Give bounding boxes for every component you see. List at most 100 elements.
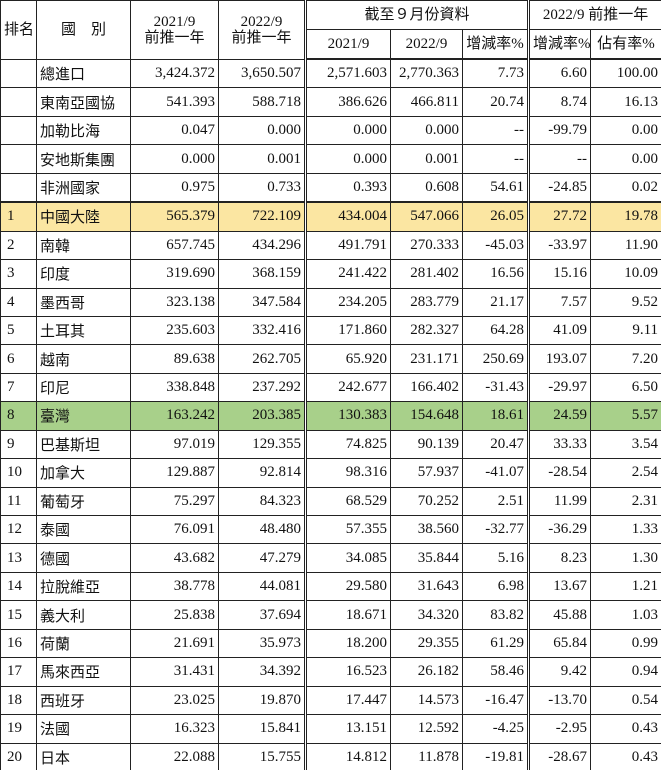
country: 南韓 [36,230,131,261]
table-row: 加勒比海 0.047 0.000 0.000 0.000 -- -99.79 0.00 [0,115,661,146]
table-body: 總進口 3,424.372 3,650.507 2,571.603 2,770.363 7… [0,58,661,770]
value: 17.447 [304,685,391,716]
value: 14.573 [390,685,463,716]
value: 235.603 [130,315,219,346]
value: 92.814 [218,458,306,488]
value: 0.02 [590,172,661,204]
value: 5.57 [590,401,661,431]
country: 日本 [36,742,131,770]
value: 0.43 [590,742,661,770]
value: 234.205 [304,287,391,317]
value: 10.09 [590,259,661,289]
value: 0.608 [390,172,463,204]
value: 35.844 [390,543,463,573]
value: 0.43 [590,714,661,744]
header-group: 2022/9 前推一年 [527,0,661,30]
rank: 3 [0,259,37,289]
value: 24.59 [527,401,592,431]
value: 466.811 [390,87,463,117]
country: 馬來西亞 [36,657,131,687]
value: -33.97 [527,230,592,261]
value: 1.21 [590,571,661,602]
table-row: 2 南韓 657.745 434.296 491.791 270.333 -45.03 -33… [0,230,661,261]
value: 16.323 [130,714,219,744]
rank [0,87,37,117]
table-row: 8 臺灣 163.242 203.385 130.383 154.648 18.61 24.5… [0,401,661,431]
value: 12.592 [390,714,463,744]
value: 3,650.507 [218,58,306,89]
value: 0.54 [590,685,661,716]
value: 1.33 [590,514,661,545]
country: 臺灣 [36,401,131,431]
value: -29.97 [527,372,592,403]
value: 14.812 [304,742,391,770]
value: 2.51 [461,486,530,517]
rank: 19 [0,714,37,744]
rank: 7 [0,372,37,403]
value: 0.001 [390,144,463,174]
value: 7.73 [461,58,530,89]
table-row: 20 日本 22.088 15.755 14.812 11.878 -19.81 -28.67… [0,742,661,770]
header-year: 2022/9 [240,13,283,30]
header-sub: 增減率% [527,29,592,60]
value: 0.001 [218,144,306,174]
table-row: 14 拉脫維亞 38.778 44.081 29.580 31.643 6.98 13.67 1… [0,571,661,602]
header-label: 前推一年 [231,29,292,46]
value: 193.07 [527,344,592,374]
value: 283.779 [390,287,463,317]
table-row: 17 馬來西亞 31.431 34.392 16.523 26.182 58.46 9.42 0… [0,657,661,687]
value: 547.066 [390,201,463,232]
value: 89.638 [130,344,219,374]
value: 11.90 [590,230,661,261]
value: 323.138 [130,287,219,317]
value: 338.848 [130,372,219,403]
country: 加拿大 [36,458,131,488]
value: 70.252 [390,486,463,517]
value: 3.54 [590,429,661,460]
rank: 12 [0,514,37,545]
value: 0.975 [130,172,219,204]
value: 0.393 [304,172,391,204]
value: 9.11 [590,315,661,346]
country: 安地斯集團 [36,144,131,174]
value: 97.019 [130,429,219,460]
value: 19.870 [218,685,306,716]
value: 565.379 [130,201,219,232]
value: 8.23 [527,543,592,573]
value: -41.07 [461,458,530,488]
value: 3,424.372 [130,58,219,89]
value: 15.16 [527,259,592,289]
value: 5.16 [461,543,530,573]
header-sub: 增減率% [461,29,530,60]
value: 203.385 [218,401,306,431]
table-row: 非洲國家 0.975 0.733 0.393 0.608 54.61 -24.85 0.02 [0,172,661,204]
table-row: 東南亞國協 541.393 588.718 386.626 466.811 20.74 8.… [0,87,661,117]
value: 98.316 [304,458,391,488]
value: 13.151 [304,714,391,744]
value: 45.88 [527,600,592,630]
header-group: 截至９月份資料 [303,0,530,30]
value: 35.973 [218,628,306,659]
value: 61.29 [461,628,530,659]
value: 18.200 [304,628,391,659]
value: 65.920 [304,344,391,374]
country: 泰國 [36,514,131,545]
value: 2.54 [590,458,661,488]
value: -- [527,144,592,174]
value: -16.47 [461,685,530,716]
value: 434.004 [304,201,391,232]
country: 義大利 [36,600,131,630]
value: 154.648 [390,401,463,431]
table-row: 4 墨西哥 323.138 347.584 234.205 283.779 21.17 7.5… [0,287,661,317]
header-label: 前推一年 [144,29,205,46]
country: 墨西哥 [36,287,131,317]
country: 巴基斯坦 [36,429,131,460]
value: 0.733 [218,172,306,204]
value: 0.000 [304,115,391,146]
table-row: 9 巴基斯坦 97.019 129.355 74.825 90.139 20.47 33.33… [0,429,661,460]
rank: 9 [0,429,37,460]
value: 19.78 [590,201,661,232]
value: 129.355 [218,429,306,460]
value: 250.69 [461,344,530,374]
